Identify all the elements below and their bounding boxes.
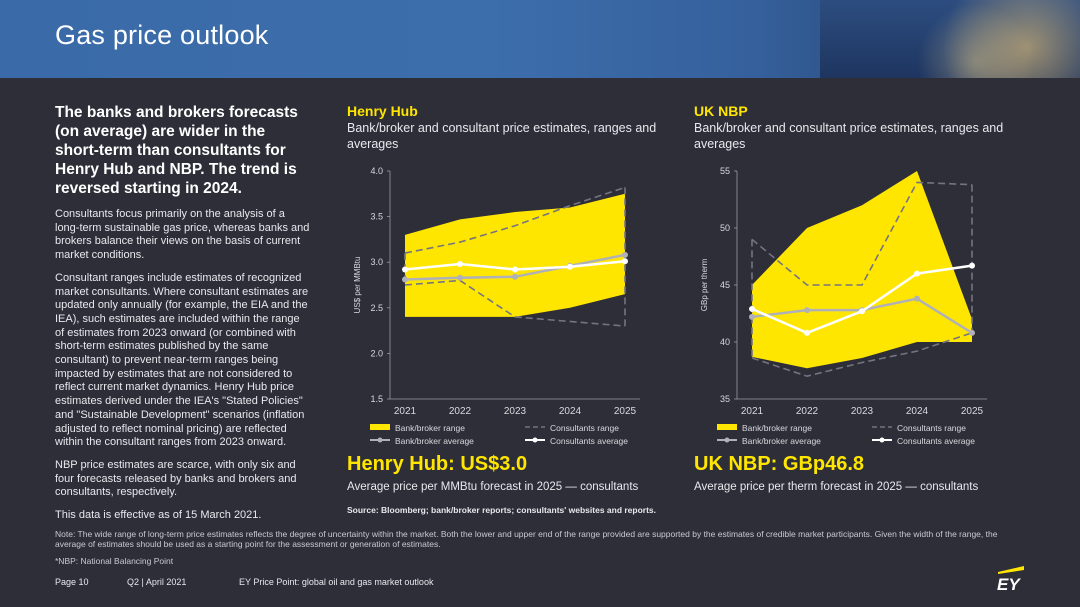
intro-paragraph: This data is effective as of 15 March 20… [55, 509, 262, 522]
y-tick-label: 3.0 [370, 257, 383, 267]
legend-label-consultants-average: Consultants average [550, 436, 628, 446]
x-tick-label: 2023 [851, 406, 874, 417]
consultants-average-point [914, 270, 920, 277]
legend-label-bank-average: Bank/broker average [395, 436, 474, 446]
consultants-average-point [402, 266, 408, 273]
henry-hub-kpi-label: Henry Hub: [347, 453, 455, 475]
consultants-range-low-line [751, 332, 973, 378]
legend-label-bank-average: Bank/broker average [742, 436, 821, 446]
x-tick-label: 2021 [394, 406, 417, 417]
henry-hub-title: Henry Hub [347, 103, 418, 119]
x-tick-label: 2025 [614, 406, 637, 417]
range-note: Note: The wide range of long-term price … [55, 529, 998, 549]
bank-broker-average-point [749, 313, 755, 320]
nbp-block: UK NBP Bank/broker and consultant price … [694, 103, 1034, 152]
henry-hub-subtitle: Bank/broker and consultant price estimat… [347, 121, 657, 151]
bank-broker-average-point [969, 329, 975, 336]
consultants-average-point [749, 305, 755, 312]
consultants-average-point [969, 262, 975, 269]
x-tick-label: 2025 [961, 406, 984, 417]
nbp-chart: 35 40 45 50 55 GBp per therm 2021 2022 2023 2024 2… [700, 166, 987, 446]
source-note: Source: Bloomberg; bank/broker reports; … [347, 505, 657, 515]
henry-hub-kpi: Henry Hub: US$3.0 [347, 453, 527, 476]
ey-logo-text: EY [997, 575, 1021, 592]
footer-page: Page 10 [55, 577, 89, 587]
henry-hub-chart: 1.5 2.0 2.5 3.0 3.5 4.0 US$ per MMBtu 2021 2022 2… [353, 166, 640, 446]
intro-paragraph: NBP price estimates are scarce, with onl… [55, 458, 297, 499]
consultants-average-point [859, 308, 865, 315]
henry-hub-block: Henry Hub Bank/broker and consultant pri… [347, 103, 687, 152]
x-tick-label: 2022 [796, 406, 819, 417]
header-image [820, 0, 1080, 78]
legend-swatch-bank-average-dot [724, 437, 730, 443]
y-tick-label: 40 [720, 337, 730, 347]
y-tick-label: 2.5 [370, 303, 383, 313]
bank-broker-average-point [512, 273, 518, 280]
legend-swatch-consultants-average-dot [532, 437, 538, 443]
bank-broker-average-point [804, 307, 810, 314]
bank-broker-average-point [457, 274, 463, 281]
consultants-range-high-line [404, 186, 626, 254]
legend-swatch-bank-average-dot [377, 437, 383, 443]
y-tick-label: 50 [720, 223, 730, 233]
y-tick-label: 45 [720, 280, 730, 290]
legend-label-bank-range: Bank/broker range [395, 423, 465, 433]
y-axis-title: GBp per therm [700, 258, 709, 311]
bank-broker-average-point [402, 276, 408, 283]
x-tick-label: 2021 [741, 406, 764, 417]
y-axis-title: US$ per MMBtu [353, 257, 362, 314]
header-banner: Gas price outlook [0, 0, 1080, 78]
x-tick-label: 2024 [559, 406, 582, 417]
footer-period: Q2 | April 2021 [127, 577, 187, 587]
y-tick-label: 2.0 [370, 348, 383, 358]
intro-column: The banks and brokers forecasts (on aver… [55, 103, 310, 532]
intro-paragraph: Consultants focus primarily on the analy… [55, 208, 310, 262]
y-tick-label: 55 [720, 166, 730, 176]
intro-paragraph: Consultant ranges include estimates of r… [55, 271, 309, 449]
legend-swatch-bank-range [370, 424, 390, 430]
consultants-range-high-line [751, 181, 973, 286]
x-tick-label: 2022 [449, 406, 472, 417]
henry-hub-kpi-value: US$3.0 [460, 453, 528, 475]
nbp-kpi: UK NBP: GBp46.8 [694, 453, 864, 476]
consultants-range-low-line [404, 279, 626, 327]
consultants-average-point [512, 266, 518, 273]
nbp-kpi-caption: Average price per therm forecast in 2025… [694, 481, 979, 493]
nbp-footnote: *NBP: National Balancing Point [55, 556, 174, 566]
x-tick-label: 2024 [906, 406, 929, 417]
y-tick-label: 4.0 [370, 166, 383, 176]
ey-logo: EY [997, 566, 1024, 592]
legend-label-consultants-average: Consultants average [897, 436, 975, 446]
nbp-kpi-value: GBp46.8 [782, 453, 865, 475]
legend-label-consultants-range: Consultants range [897, 423, 966, 433]
bank-broker-range-area [752, 171, 972, 369]
bank-broker-average-point [914, 295, 920, 302]
y-tick-label: 3.5 [370, 212, 383, 222]
legend-label-consultants-range: Consultants range [550, 423, 619, 433]
page-title: Gas price outlook [55, 20, 269, 50]
bank-broker-range-area [405, 193, 625, 317]
bank-broker-average-point [622, 251, 628, 258]
footer-publication: EY Price Point: global oil and gas marke… [239, 577, 434, 587]
nbp-title: UK NBP [694, 103, 748, 119]
consultants-average-point [622, 258, 628, 265]
ey-logo-beam [998, 566, 1024, 574]
legend-swatch-bank-range [717, 424, 737, 430]
legend-label-bank-range: Bank/broker range [742, 423, 812, 433]
intro-heading: The banks and brokers forecasts (on aver… [55, 104, 298, 197]
x-tick-label: 2023 [504, 406, 527, 417]
y-tick-label: 1.5 [370, 394, 383, 404]
consultants-average-point [804, 329, 810, 336]
henry-hub-kpi-caption: Average price per MMBtu forecast in 2025… [347, 481, 639, 493]
legend-swatch-consultants-average-dot [879, 437, 885, 443]
nbp-subtitle: Bank/broker and consultant price estimat… [694, 121, 1004, 151]
consultants-average-point [457, 261, 463, 268]
nbp-kpi-label: UK NBP: [694, 453, 778, 475]
y-tick-label: 35 [720, 394, 730, 404]
consultants-average-point [567, 263, 573, 270]
